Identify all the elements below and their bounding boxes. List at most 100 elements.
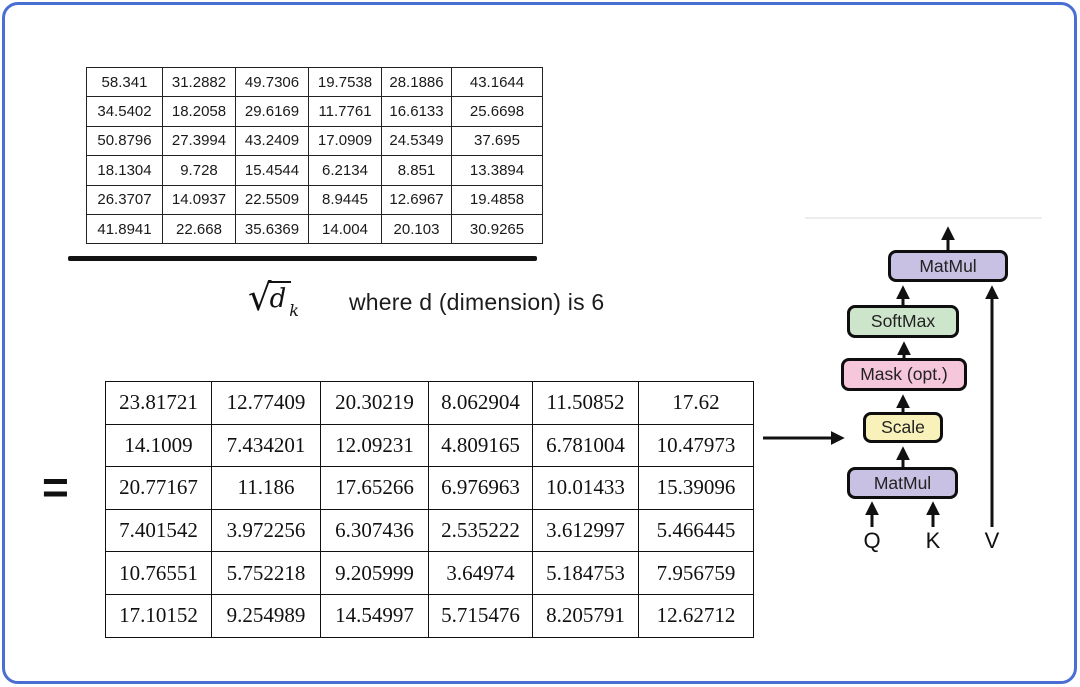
matrix-cell: 12.77409 [211, 381, 321, 425]
matrix-cell: 31.2882 [162, 66, 236, 98]
matrix-cell: 9.728 [162, 155, 236, 186]
matrix-cell: 6.307436 [320, 508, 429, 553]
matrix-cell: 27.3994 [162, 125, 236, 157]
matrix-row: 23.81721 12.77409 20.30219 8.062904 11.50852… [105, 381, 754, 425]
matrix-row: 41.8941 22.668 35.6369 14.004 20.103 30.9265 [86, 213, 543, 245]
matrix-cell: 12.62712 [638, 593, 754, 638]
matrix-cell: 43.1644 [451, 66, 543, 98]
matrix-cell: 10.47973 [638, 423, 754, 468]
matrix-row: 18.1304 9.728 15.4544 6.2134 8.851 13.3894 [86, 155, 543, 186]
diagram-box-mask: Mask (opt.) [841, 358, 967, 391]
matrix-cell: 16.6133 [381, 96, 452, 127]
matrix-cell: 18.1304 [86, 155, 163, 186]
matrix-cell: 3.64974 [428, 551, 533, 595]
diagram-box-scale: Scale [863, 412, 943, 443]
matrix-cell: 12.6967 [381, 184, 452, 215]
matrix-cell: 7.956759 [638, 551, 754, 595]
matrix-cell: 5.466445 [638, 508, 754, 553]
matrix-cell: 14.54997 [320, 593, 429, 638]
matrix-row: 10.76551 5.752218 9.205999 3.64974 5.184753 7… [105, 551, 754, 595]
matrix-row: 34.5402 18.2058 29.6169 11.7761 16.6133 25.66… [86, 96, 543, 127]
diagram-box-matmul-bottom: MatMul [847, 467, 958, 499]
matrix-cell: 50.8796 [86, 125, 163, 157]
matrix-cell: 43.2409 [235, 125, 309, 157]
matrix-cell: 34.5402 [86, 96, 163, 127]
matrix-cell: 8.851 [381, 155, 452, 186]
matrix-cell: 11.50852 [532, 381, 639, 425]
matrix-cell: 15.4544 [235, 155, 309, 186]
matrix-cell: 7.401542 [105, 508, 212, 553]
matrix-cell: 4.809165 [428, 423, 533, 468]
matrix-cell: 30.9265 [451, 213, 543, 245]
matrix-cell: 14.0937 [162, 184, 236, 215]
matrix-cell: 37.695 [451, 125, 543, 157]
matrix-cell: 10.76551 [105, 551, 212, 595]
fraction-divider-line [68, 256, 537, 261]
matrix-cell: 3.972256 [211, 508, 321, 553]
radical-sign-icon: √ [248, 276, 272, 319]
matrix-cell: 8.205791 [532, 593, 639, 638]
matrix-cell: 24.5349 [381, 125, 452, 157]
matrix-cell: 29.6169 [235, 96, 309, 127]
matrix-cell: 13.3894 [451, 155, 543, 186]
input-label-k: K [925, 528, 941, 553]
matrix-cell: 23.81721 [105, 381, 212, 425]
matrix-cell: 17.62 [638, 381, 754, 425]
matrix-cell: 20.77167 [105, 466, 212, 510]
matrix-cell: 12.09231 [320, 423, 429, 468]
matrix-cell: 19.4858 [451, 184, 543, 215]
matrix-cell: 7.434201 [211, 423, 321, 468]
dimension-note: where d (dimension) is 6 [349, 289, 605, 315]
input-label-q: Q [863, 528, 881, 553]
matrix-row: 20.77167 11.186 17.65266 6.976963 10.01433 15… [105, 466, 754, 510]
matrix-cell: 2.535222 [428, 508, 533, 553]
matrix-cell: 11.186 [211, 466, 321, 510]
matrix-cell: 8.062904 [428, 381, 533, 425]
matrix-cell: 20.103 [381, 213, 452, 245]
matrix-cell: 22.668 [162, 213, 236, 245]
equals-sign: = [42, 461, 69, 513]
matrix-cell: 22.5509 [235, 184, 309, 215]
matrix-cell: 5.184753 [532, 551, 639, 595]
matrix-cell: 15.39096 [638, 466, 754, 510]
matrix-row: 17.10152 9.254989 14.54997 5.715476 8.205791… [105, 593, 754, 638]
matrix-cell: 5.715476 [428, 593, 533, 638]
matrix-cell: 11.7761 [308, 96, 382, 127]
matrix-cell: 20.30219 [320, 381, 429, 425]
faint-gray-line [805, 217, 1042, 219]
matrix-cell: 8.9445 [308, 184, 382, 215]
matrix-cell: 9.205999 [320, 551, 429, 595]
matrix-cell: 18.2058 [162, 96, 236, 127]
matrix-cell: 17.65266 [320, 466, 429, 510]
result-matrix-table: 23.81721 12.77409 20.30219 8.062904 11.50852… [105, 381, 754, 638]
matrix-cell: 10.01433 [532, 466, 639, 510]
matrix-cell: 14.1009 [105, 423, 212, 468]
matrix-cell: 9.254989 [211, 593, 321, 638]
matrix-cell: 35.6369 [235, 213, 309, 245]
matrix-row: 26.3707 14.0937 22.5509 8.9445 12.6967 19.485… [86, 184, 543, 215]
matrix-cell: 28.1886 [381, 66, 452, 98]
radicand-d: d [267, 281, 292, 314]
matrix-cell: 6.2134 [308, 155, 382, 186]
matrix-row: 14.1009 7.434201 12.09231 4.809165 6.781004 1… [105, 423, 754, 468]
matrix-cell: 58.341 [86, 66, 163, 98]
input-label-v: V [984, 528, 1000, 553]
matrix-cell: 26.3707 [86, 184, 163, 215]
matrix-cell: 14.004 [308, 213, 382, 245]
diagram-box-softmax: SoftMax [847, 305, 959, 338]
matrix-cell: 17.10152 [105, 593, 212, 638]
matrix-cell: 6.781004 [532, 423, 639, 468]
sqrt-dk-formula: √d k [248, 279, 299, 320]
matrix-cell: 3.612997 [532, 508, 639, 553]
matrix-cell: 49.7306 [235, 66, 309, 98]
matrix-cell: 25.6698 [451, 96, 543, 127]
numerator-matrix-table: 58.341 31.2882 49.7306 19.7538 28.1886 43.164… [86, 66, 543, 245]
matrix-row: 58.341 31.2882 49.7306 19.7538 28.1886 43.164… [86, 66, 543, 98]
matrix-row: 7.401542 3.972256 6.307436 2.535222 3.612997… [105, 508, 754, 553]
diagram-box-matmul-top: MatMul [888, 250, 1008, 282]
matrix-cell: 41.8941 [86, 213, 163, 245]
matrix-cell: 6.976963 [428, 466, 533, 510]
matrix-row: 50.8796 27.3994 43.2409 17.0909 24.5349 37.69… [86, 125, 543, 157]
matrix-cell: 19.7538 [308, 66, 382, 98]
